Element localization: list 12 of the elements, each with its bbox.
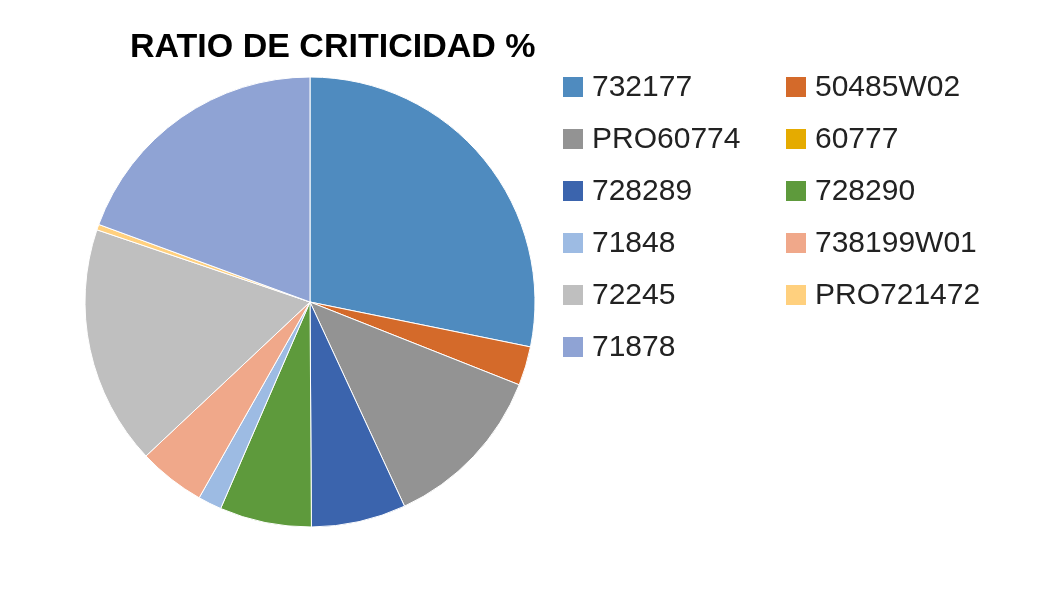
- legend-label: 72245: [592, 277, 676, 310]
- legend-label: PRO721472: [815, 277, 981, 310]
- legend-label: 728290: [815, 173, 916, 206]
- chart-title: RATIO DE CRITICIDAD %: [130, 26, 536, 64]
- legend-label: 71848: [592, 225, 676, 258]
- legend-label: 60777: [815, 121, 899, 154]
- legend-label: PRO60774: [592, 121, 741, 154]
- legend-label: 728289: [592, 173, 693, 206]
- legend-label: 738199W01: [815, 225, 977, 258]
- legend-label: 71878: [592, 329, 676, 362]
- legend-label: 732177: [592, 69, 693, 102]
- legend-label: 50485W02: [815, 69, 961, 102]
